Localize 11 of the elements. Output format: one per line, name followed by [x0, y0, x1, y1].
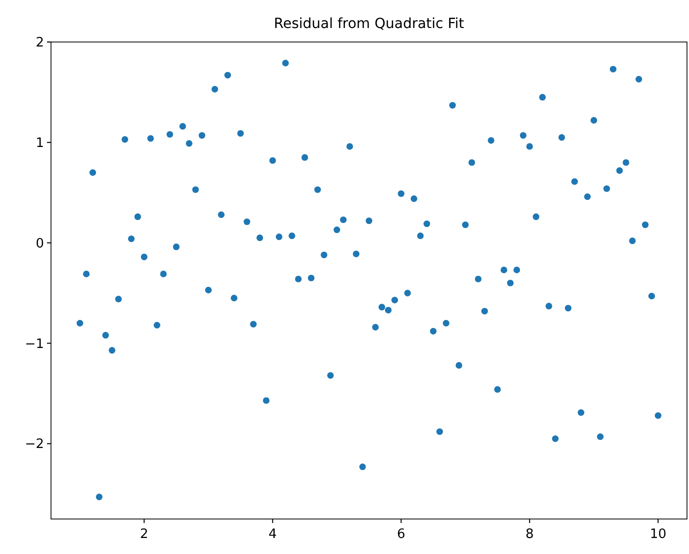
- x-tick-label: 2: [140, 527, 148, 542]
- chart-title: Residual from Quadratic Fit: [274, 16, 465, 32]
- x-tick-label: 6: [396, 527, 406, 542]
- x-tick-label: 10: [650, 527, 666, 542]
- y-tick-label: −2: [24, 437, 44, 452]
- x-tick-label: 4: [268, 527, 277, 542]
- y-tick-label: −1: [24, 336, 44, 352]
- y-tick-label: 1: [36, 136, 44, 151]
- y-tick-label: 2: [36, 36, 44, 51]
- x-tick-label: 8: [525, 527, 534, 542]
- y-tick-label: 0: [36, 236, 44, 252]
